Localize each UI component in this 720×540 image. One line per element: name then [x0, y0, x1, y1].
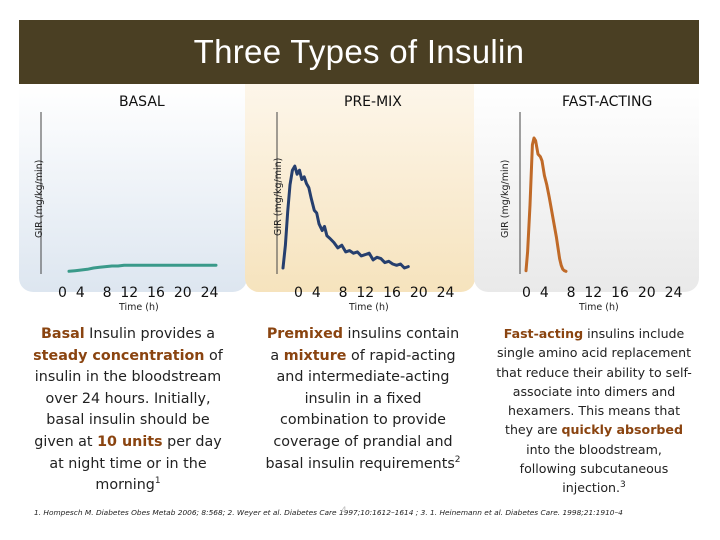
basal-highlight: 10 units — [97, 433, 163, 450]
fast-chart-title: FAST-ACTING — [562, 94, 653, 110]
premix-tick: 16 — [383, 285, 401, 301]
premix-panel: PRE-MIX — [245, 84, 475, 292]
premix-tick: 4 — [311, 285, 321, 301]
basal-chart — [40, 112, 218, 274]
premix-description: Premixed insulins contain a mixture of r… — [262, 324, 464, 475]
references-footnote: 1. Hompesch M. Diabetes Obes Metab 2006;… — [34, 508, 623, 517]
premix-highlight: mixture — [283, 347, 347, 364]
basal-tick: 8 — [102, 285, 112, 301]
basal-tick: 12 — [120, 285, 139, 301]
fast-reference: 3 — [620, 480, 626, 491]
premix-chart — [276, 112, 410, 274]
fast-x-ticks: 0 4 8 12 16 20 24 — [522, 285, 682, 301]
fast-tick: 8 — [566, 285, 576, 301]
premix-xlabel: Time (h) — [349, 302, 389, 313]
premix-tick: 0 — [294, 285, 303, 301]
fast-description: Fast-acting insulins include single amin… — [496, 324, 692, 498]
fast-text: insulins include single amino acid repla… — [496, 326, 692, 438]
basal-tick: 20 — [173, 285, 192, 301]
fast-panel: FAST-ACTING — [474, 84, 699, 292]
premix-chart-title: PRE-MIX — [344, 94, 402, 110]
fast-xlabel: Time (h) — [579, 302, 619, 313]
basal-chart-title: BASAL — [119, 94, 165, 110]
basal-text: Insulin provides a — [84, 326, 215, 342]
basal-tick: 16 — [147, 285, 165, 301]
premix-ylabel: GIR (mg/kg/min) — [273, 157, 284, 236]
fast-chart — [519, 112, 568, 274]
fast-ylabel: GIR (mg/kg/min) — [500, 159, 511, 238]
premix-term: Premixed — [266, 326, 344, 342]
fast-term: Fast-acting — [503, 326, 584, 341]
basal-reference: 1 — [154, 476, 161, 487]
fast-tick: 16 — [611, 285, 629, 301]
premix-tick: 8 — [338, 285, 348, 301]
fast-text: into the bloodstream, following subcutan… — [519, 441, 669, 496]
premix-tick: 24 — [436, 285, 455, 301]
basal-series-line — [67, 263, 218, 273]
basal-tick: 4 — [75, 285, 85, 301]
basal-ylabel: GIR (mg/kg/min) — [34, 159, 45, 238]
premix-x-ticks: 0 4 8 12 16 20 24 — [294, 285, 454, 301]
premix-tick: 12 — [356, 285, 375, 301]
title-bar: Three Types of Insulin — [19, 20, 699, 84]
basal-text: of insulin in the bloodstream over 24 ho… — [34, 347, 223, 450]
slide-number: 4 — [341, 506, 347, 516]
slide-title: Three Types of Insulin — [193, 33, 525, 70]
basal-highlight: steady concentration — [33, 347, 205, 364]
premix-text: of rapid-acting and intermediate-acting … — [265, 347, 456, 472]
basal-term: Basal — [41, 326, 85, 342]
premix-reference: 2 — [454, 454, 461, 465]
basal-description: Basal Insulin provides a steady concentr… — [28, 324, 228, 497]
fast-tick: 20 — [637, 285, 656, 301]
premix-tick: 20 — [409, 285, 428, 301]
fast-tick: 24 — [664, 285, 683, 301]
fast-series-line — [524, 136, 568, 273]
basal-xlabel: Time (h) — [119, 302, 159, 313]
basal-x-ticks: 0 4 8 12 16 20 24 — [58, 285, 218, 301]
fast-tick: 4 — [539, 285, 549, 301]
fast-tick: 0 — [522, 285, 531, 301]
basal-tick: 0 — [58, 285, 67, 301]
fast-tick: 12 — [584, 285, 603, 301]
premix-text: insulins contain a — [270, 326, 460, 364]
basal-panel: BASAL — [19, 84, 247, 292]
basal-text: per day at night time or in the morning — [49, 433, 222, 494]
basal-tick: 24 — [200, 285, 219, 301]
fast-highlight: quickly absorbed — [561, 422, 684, 438]
premix-series-line — [281, 164, 410, 270]
